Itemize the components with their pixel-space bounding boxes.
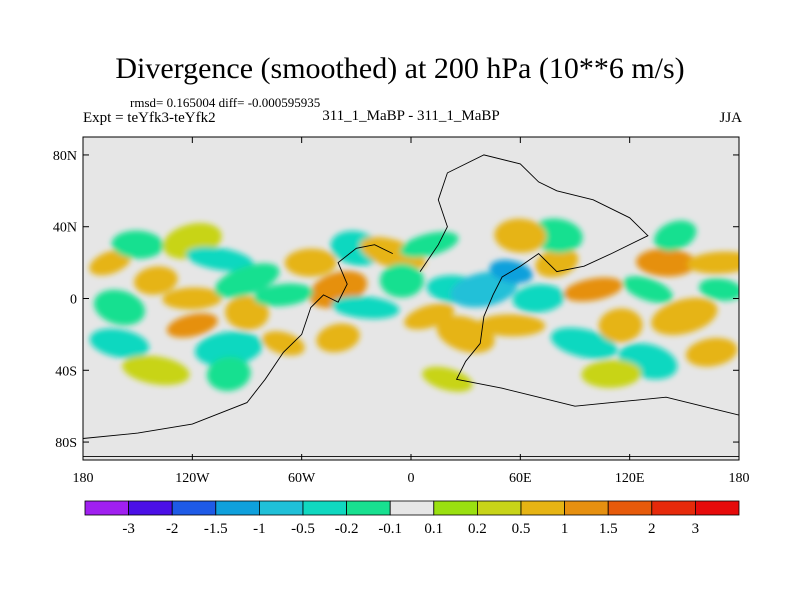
data-blob (316, 323, 360, 353)
data-blob (93, 289, 145, 326)
colorbar-swatch (258, 500, 304, 516)
y-axis: 80N 40N 0 40S 80S (53, 149, 739, 451)
x-tick-label: 120E (615, 471, 645, 486)
rmsd-label: rmsd= 0.165004 diff= -0.000595935 (130, 95, 321, 110)
x-tick-label: 60E (509, 471, 532, 486)
x-tick-label: 180 (73, 471, 94, 486)
data-blob (379, 263, 424, 298)
data-blob (494, 218, 547, 253)
x-tick-label: 0 (408, 471, 415, 486)
data-blob (550, 327, 618, 360)
data-blob (134, 266, 178, 295)
y-tick-label: 0 (70, 293, 77, 308)
data-blob (89, 328, 150, 359)
x-axis: 180 120W 60W 0 60E 120E 180 (73, 137, 750, 486)
data-blob (623, 276, 673, 303)
colorbar-label: -0.1 (378, 521, 402, 537)
data-blob (399, 231, 459, 258)
y-tick-label: 80S (55, 436, 77, 451)
data-blob (563, 277, 623, 302)
colorbar-swatch (433, 500, 478, 516)
x-tick-label: 120W (175, 471, 210, 486)
y-tick-label: 80N (53, 149, 77, 164)
data-blob (162, 287, 223, 310)
colorbar-label: -1.5 (204, 521, 228, 537)
data-blob (206, 356, 251, 391)
data-blob (166, 313, 218, 338)
data-blob (698, 278, 739, 301)
colorbar-label: -2 (166, 521, 179, 537)
x-tick-label: 60W (288, 471, 316, 486)
data-blob (654, 220, 697, 251)
coastline (83, 244, 393, 439)
colorbar-swatch (607, 500, 653, 516)
colorbar-swatch (302, 500, 347, 516)
colorbar-label: 0.1 (424, 521, 443, 537)
colorbar-label: -0.5 (291, 521, 315, 537)
colorbar-label: -1 (253, 521, 266, 537)
data-blob (262, 331, 305, 356)
experiment-label: Expt = teYfk3-teYfk2 (83, 110, 216, 126)
data-blob (636, 248, 697, 277)
y-tick-label: 40S (55, 364, 77, 379)
colorbar-swatch (520, 500, 565, 516)
colorbar-swatch (128, 500, 173, 516)
colorbar-swatch (564, 500, 609, 516)
data-field (89, 218, 739, 392)
data-blob (530, 218, 583, 253)
data-blob (214, 263, 280, 298)
colorbar-label: 1 (561, 521, 569, 537)
colorbar-swatch (389, 500, 435, 516)
data-blob (651, 297, 718, 336)
data-blob (284, 248, 337, 277)
data-blob (477, 314, 546, 337)
colorbar-label: 0.2 (468, 521, 487, 537)
colorbar-swatch (346, 500, 391, 516)
data-blob (598, 308, 643, 343)
coastline (419, 154, 739, 416)
data-blob (685, 337, 738, 367)
colorbar-swatch (695, 500, 740, 516)
data-blob (581, 359, 642, 388)
season-label: JJA (719, 110, 742, 126)
colorbar-swatch (171, 500, 217, 516)
data-blob (535, 247, 579, 278)
colorbar-swatch (84, 500, 129, 516)
colorbar: -3 -2 -1.5 -1 -0.5 -0.2 -0.1 0.1 0.2 0.5 1 1.5 2 3 (84, 500, 740, 537)
colorbar-label: 0.5 (512, 521, 531, 537)
data-blob (111, 230, 164, 259)
experiment-name-label: 311_1_MaBP - 311_1_MaBP (322, 108, 500, 124)
data-blob (186, 246, 254, 272)
colorbar-label: -0.2 (335, 521, 359, 537)
data-blob (89, 249, 132, 276)
chart-title: Divergence (smoothed) at 200 hPa (10**6 … (115, 52, 685, 85)
colorbar-swatch (476, 500, 522, 516)
colorbar-label: 1.5 (599, 521, 618, 537)
data-blob (253, 283, 314, 307)
x-tick-label: 180 (729, 471, 750, 486)
y-tick-label: 40N (53, 221, 77, 236)
data-blob (194, 331, 263, 367)
data-blob (331, 296, 400, 319)
data-blob (225, 295, 269, 330)
colorbar-label: 3 (692, 521, 700, 537)
data-blob (122, 355, 190, 386)
colorbar-label: 2 (648, 521, 656, 537)
colorbar-label: -3 (122, 521, 135, 537)
data-blob (512, 284, 565, 313)
colorbar-swatch (215, 500, 260, 516)
colorbar-swatch (651, 500, 696, 516)
data-blob (686, 251, 739, 274)
